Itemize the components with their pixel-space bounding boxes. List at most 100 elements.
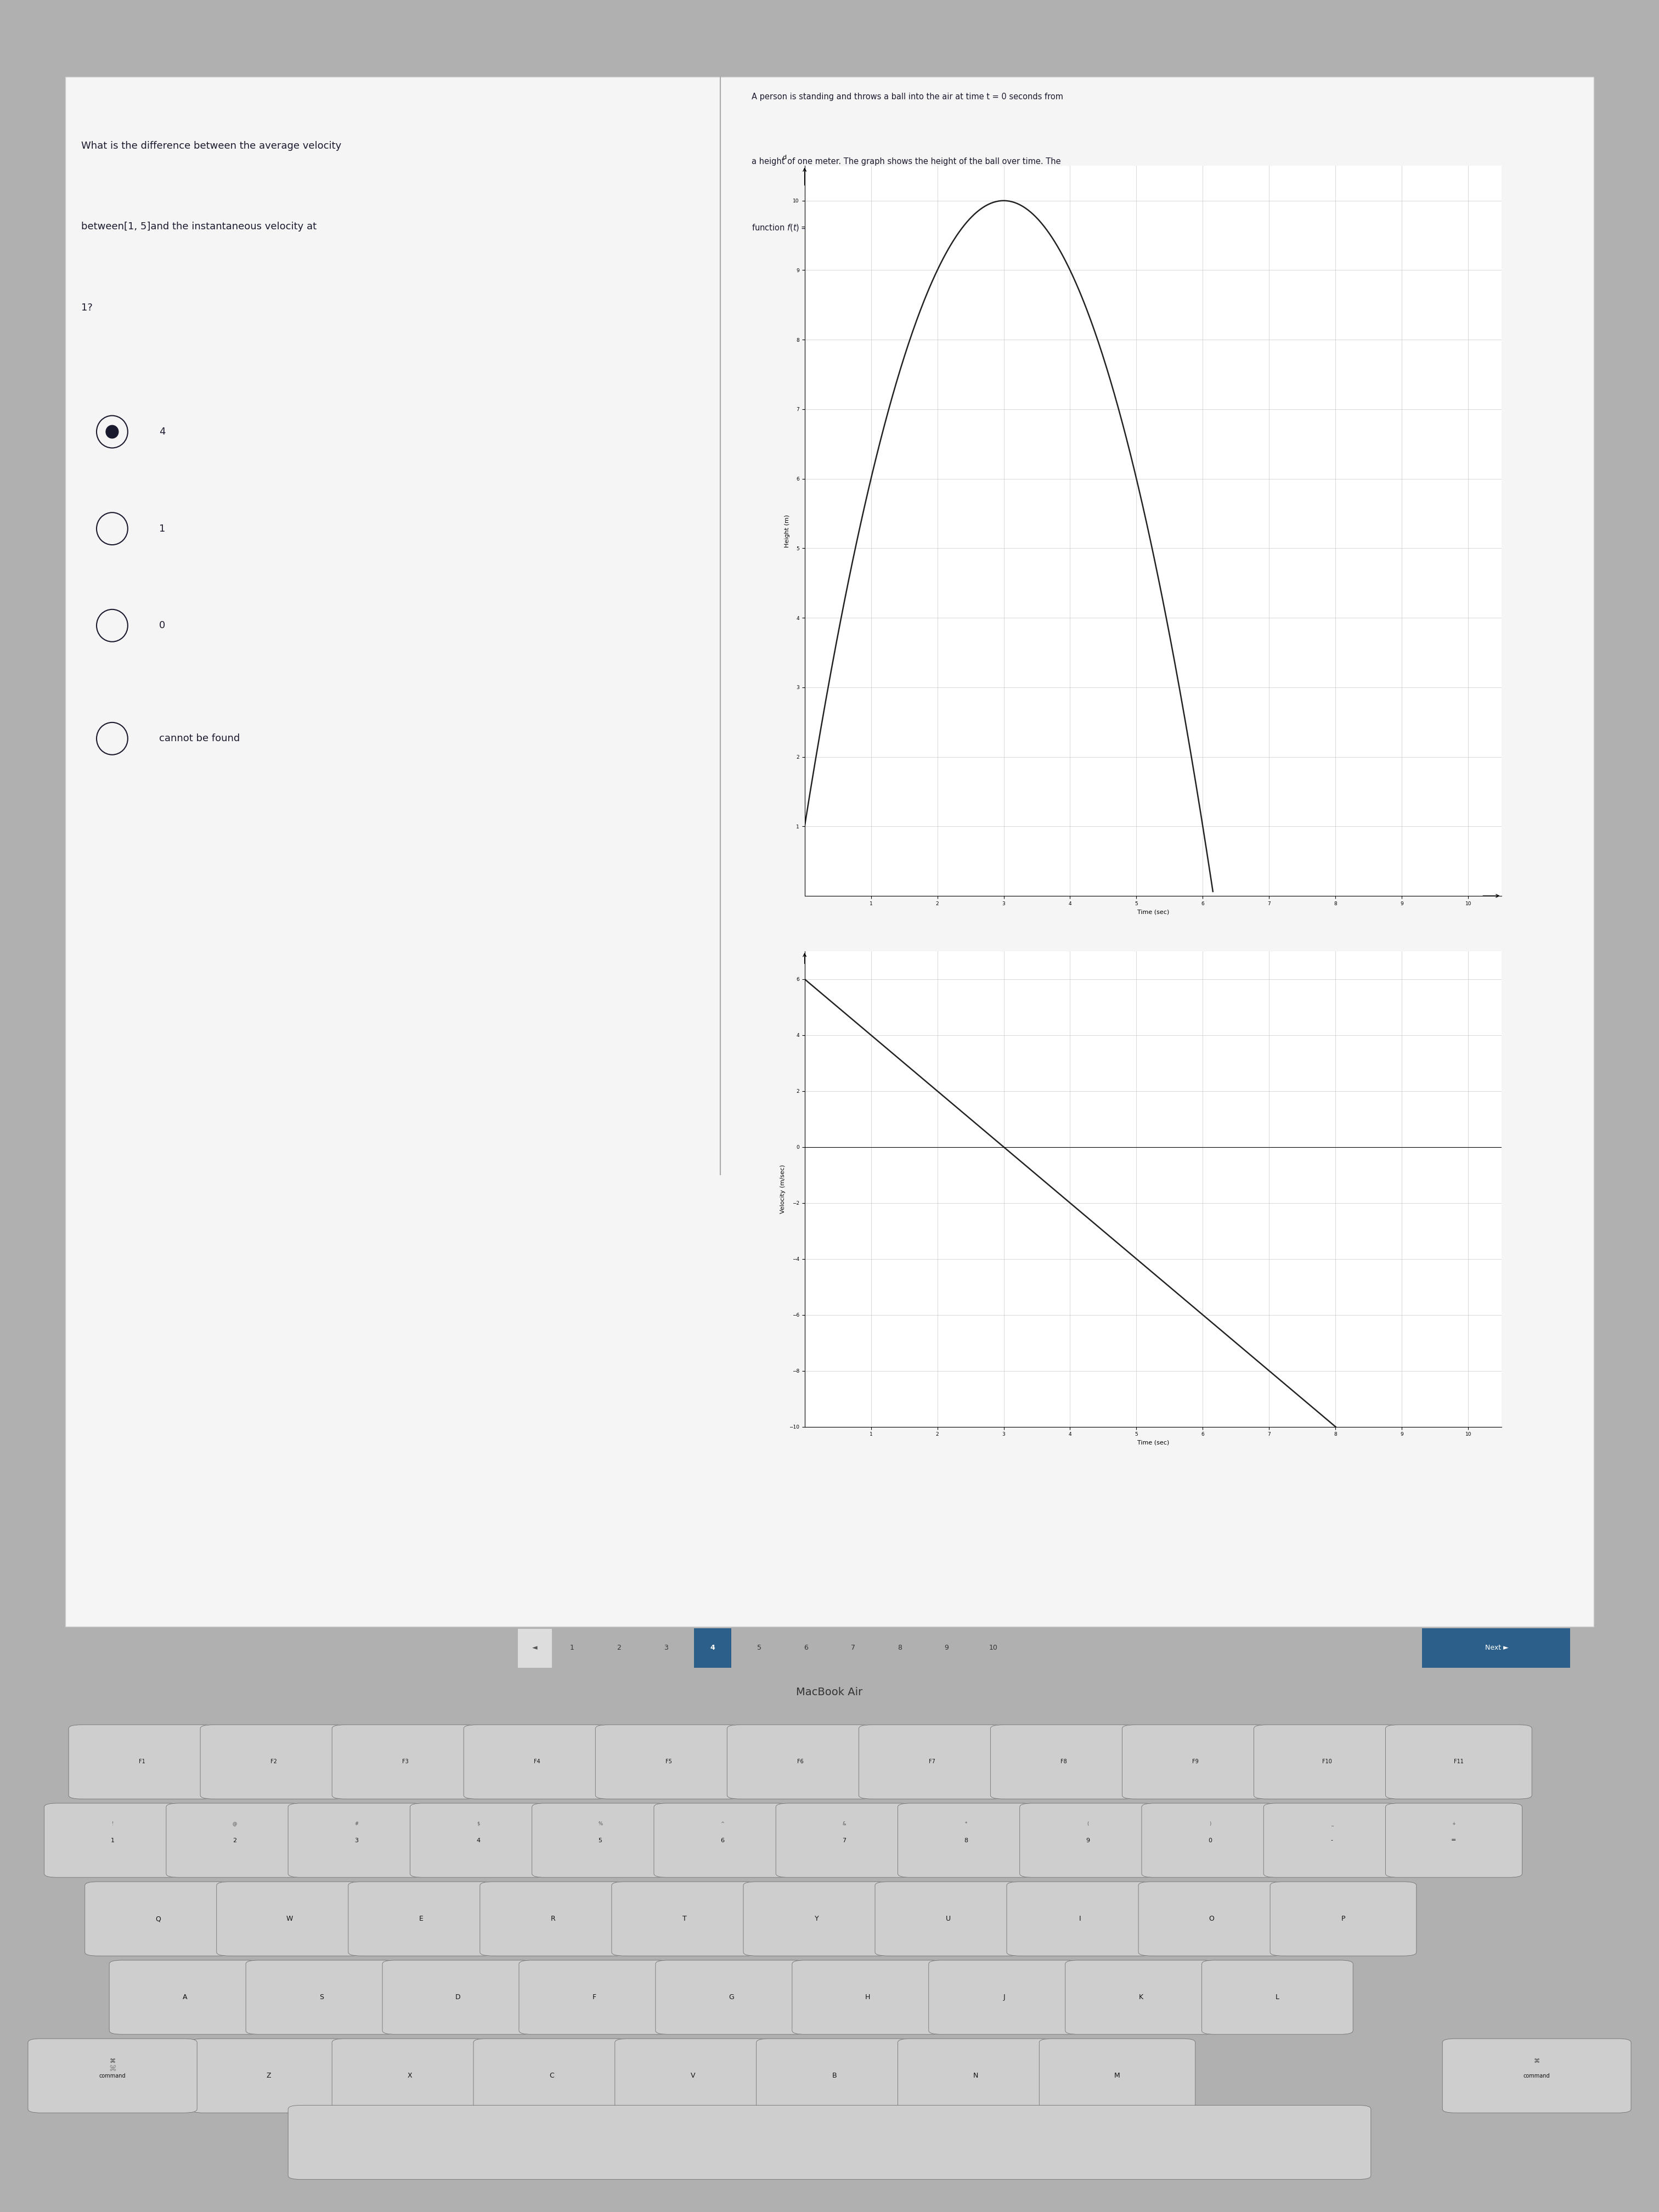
FancyBboxPatch shape [109,1960,260,2035]
Text: E: E [420,1916,423,1922]
FancyBboxPatch shape [410,1803,546,1878]
Text: G: G [728,1993,733,2002]
Text: F9: F9 [1193,1759,1198,1765]
Text: -: - [1331,1838,1332,1843]
Text: F11: F11 [1453,1759,1463,1765]
Text: 6: 6 [720,1838,723,1843]
FancyBboxPatch shape [727,1725,873,1798]
Text: 9: 9 [944,1644,949,1652]
FancyBboxPatch shape [533,1803,669,1878]
FancyBboxPatch shape [246,1960,397,2035]
FancyBboxPatch shape [45,1803,181,1878]
Text: T: T [682,1916,687,1922]
FancyBboxPatch shape [1264,1803,1400,1878]
FancyBboxPatch shape [1385,1725,1531,1798]
FancyBboxPatch shape [332,2039,488,2112]
Text: command: command [100,2073,126,2079]
FancyBboxPatch shape [898,2039,1053,2112]
Text: 6: 6 [805,1644,808,1652]
Text: 0: 0 [1208,1838,1211,1843]
FancyBboxPatch shape [1039,2039,1194,2112]
Text: 1: 1 [159,524,166,533]
Text: S: S [319,1993,324,2002]
FancyBboxPatch shape [859,1725,1005,1798]
Text: !: ! [111,1820,113,1827]
Text: F8: F8 [1060,1759,1067,1765]
Text: function $f(t) = -(t-3)^2 + 10$ describes the motion of the ball.: function $f(t) = -(t-3)^2 + 10$ describe… [752,221,1000,232]
Text: F: F [592,1993,597,2002]
Text: A: A [182,1993,187,2002]
FancyBboxPatch shape [990,1725,1136,1798]
Text: What is the difference between the average velocity: What is the difference between the avera… [81,142,342,150]
FancyBboxPatch shape [289,2106,1370,2179]
Text: Y: Y [815,1916,818,1922]
Text: +: + [1452,1820,1455,1827]
Text: N: N [974,2073,979,2079]
FancyBboxPatch shape [65,77,1594,1626]
FancyBboxPatch shape [1065,1960,1216,2035]
FancyBboxPatch shape [1121,1725,1269,1798]
Text: C: C [549,2073,554,2079]
Text: J: J [1004,1993,1005,2002]
Text: ^: ^ [720,1820,723,1827]
FancyBboxPatch shape [1007,1882,1153,1955]
Text: %: % [597,1820,602,1827]
Text: 4: 4 [710,1644,715,1652]
FancyBboxPatch shape [654,1803,790,1878]
Text: F7: F7 [929,1759,936,1765]
Text: D: D [455,1993,461,2002]
Text: Next ►: Next ► [1485,1644,1508,1652]
Text: 5: 5 [599,1838,602,1843]
FancyBboxPatch shape [929,1960,1080,2035]
FancyBboxPatch shape [1020,1803,1156,1878]
Text: command: command [1523,2073,1550,2079]
FancyBboxPatch shape [201,1725,347,1798]
Text: R: R [551,1916,556,1922]
FancyBboxPatch shape [463,1725,611,1798]
Y-axis label: Velocity (m/sec): Velocity (m/sec) [780,1164,786,1214]
Text: V: V [690,2073,695,2079]
FancyBboxPatch shape [332,1725,478,1798]
Text: #: # [355,1820,358,1827]
Text: K: K [1138,1993,1143,2002]
Text: F6: F6 [796,1759,803,1765]
FancyBboxPatch shape [1442,2039,1631,2112]
Text: A person is standing and throws a ball into the air at time t = 0 seconds from: A person is standing and throws a ball i… [752,93,1063,102]
FancyBboxPatch shape [85,1882,231,1955]
FancyBboxPatch shape [1201,1960,1354,2035]
Y-axis label: Height (m): Height (m) [785,515,790,546]
Text: @: @ [232,1820,237,1827]
FancyBboxPatch shape [791,1960,944,2035]
Text: 1: 1 [571,1644,574,1652]
FancyBboxPatch shape [28,2039,197,2112]
Text: ⌘: ⌘ [109,2059,116,2064]
Text: 1: 1 [111,1838,114,1843]
FancyBboxPatch shape [1138,1882,1284,1955]
Text: MacBook Air: MacBook Air [796,1688,863,1697]
FancyBboxPatch shape [874,1882,1022,1955]
Text: X: X [408,2073,413,2079]
Text: between[1, 5]and the instantaneous velocity at: between[1, 5]and the instantaneous veloc… [81,221,317,232]
Text: 7: 7 [851,1644,854,1652]
FancyBboxPatch shape [776,1803,912,1878]
Text: d: d [783,155,786,159]
FancyBboxPatch shape [289,1803,425,1878]
FancyBboxPatch shape [382,1960,534,2035]
Text: O: O [1209,1916,1214,1922]
Text: 2: 2 [232,1838,236,1843]
FancyBboxPatch shape [1271,1882,1417,1955]
FancyBboxPatch shape [479,1882,625,1955]
FancyBboxPatch shape [1254,1725,1400,1798]
FancyBboxPatch shape [166,1803,302,1878]
FancyBboxPatch shape [615,2039,771,2112]
FancyBboxPatch shape [473,2039,629,2112]
Text: *: * [966,1820,967,1827]
Text: W: W [287,1916,294,1922]
FancyBboxPatch shape [596,1725,742,1798]
FancyBboxPatch shape [519,1960,670,2035]
FancyBboxPatch shape [518,1628,552,1668]
Text: H: H [864,1993,871,2002]
Text: 2: 2 [617,1644,620,1652]
Text: cannot be found: cannot be found [159,734,239,743]
Text: B: B [833,2073,836,2079]
